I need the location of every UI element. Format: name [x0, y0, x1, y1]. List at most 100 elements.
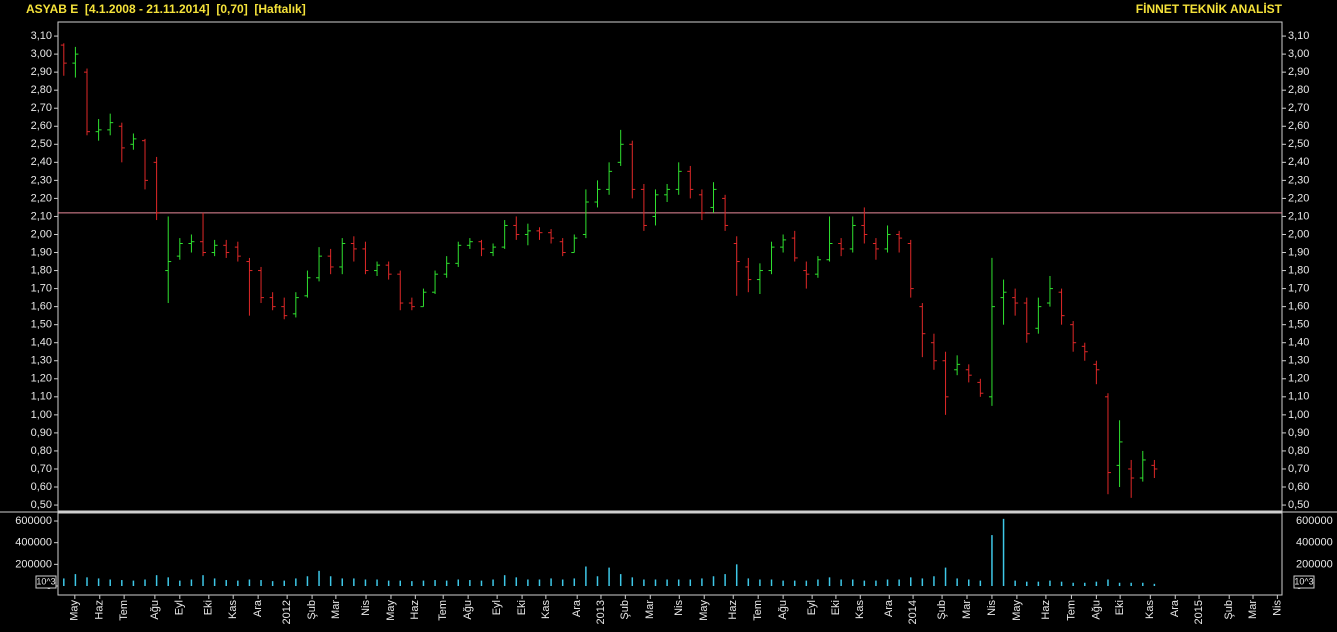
- y-tick-label-right: 0,50: [1288, 499, 1309, 511]
- x-tick-label: Tem: [1065, 600, 1077, 621]
- x-tick-label: Eki: [830, 600, 842, 615]
- x-tick-label: May: [69, 600, 81, 621]
- x-tick-label: Şub: [619, 600, 631, 620]
- unit-label-right-box: [1293, 575, 1315, 589]
- y-tick-label: 2,70: [31, 102, 52, 114]
- x-tick-label: Eki: [1114, 600, 1126, 615]
- y-tick-label: 1,00: [31, 409, 52, 421]
- x-tick-label: Ara: [252, 599, 264, 617]
- x-tick-label: 2013: [595, 600, 607, 624]
- price-frame: [57, 21, 1283, 512]
- x-tick-label: Ağu: [777, 600, 789, 620]
- header-right: FİNNET TEKNİK ANALİST: [1136, 1, 1283, 16]
- x-tick-label: Kas: [854, 600, 866, 619]
- x-tick-label: Mar: [644, 600, 656, 619]
- x-tick-label: Kas: [1144, 600, 1156, 619]
- y-tick-label: 0,70: [31, 463, 52, 475]
- x-tick-label: Eyl: [491, 600, 503, 615]
- x-tick-label: Ağu: [1090, 600, 1102, 620]
- x-tick-label: Ara: [1169, 599, 1181, 617]
- x-tick-label: Mar: [961, 600, 973, 619]
- unit-label-box: [35, 575, 57, 589]
- x-tick-label: Eyl: [806, 600, 818, 615]
- y-tick-label-right: 3,10: [1288, 30, 1309, 42]
- x-tick-label: 2015: [1193, 600, 1205, 624]
- x-tick-label: Eyl: [174, 600, 186, 615]
- y-tick-label: 1,90: [31, 246, 52, 258]
- unit-label-right: 10^3: [1294, 576, 1313, 586]
- y-tick-label: 400000: [15, 537, 52, 549]
- y-tick-label: 0,60: [31, 481, 52, 493]
- y-tick-label-right: 1,10: [1288, 391, 1309, 403]
- y-tick-label: 1,60: [31, 301, 52, 313]
- y-tick-label-right: 1,80: [1288, 264, 1309, 276]
- x-tick-label: Eki: [203, 600, 215, 615]
- y-tick-label: 2,50: [31, 138, 52, 150]
- x-tick-label: Haz: [409, 600, 421, 620]
- y-tick-label-right: 2,70: [1288, 102, 1309, 114]
- y-tick-label: 3,00: [31, 48, 52, 60]
- y-tick-label-right: 1,60: [1288, 301, 1309, 313]
- x-tick-label: Şub: [1223, 600, 1235, 620]
- y-tick-label-right: 2,40: [1288, 156, 1309, 168]
- x-tick-label: Ağu: [149, 600, 161, 620]
- unit-label: 10^3: [36, 576, 55, 586]
- y-tick-label-right: 2,80: [1288, 84, 1309, 96]
- y-tick-label-right: 2,20: [1288, 192, 1309, 204]
- y-tick-label: 600000: [15, 515, 52, 527]
- y-tick-label: 2,80: [31, 84, 52, 96]
- x-tick-label: Eki: [516, 600, 528, 615]
- x-tick-label: May: [1011, 600, 1023, 621]
- y-tick-label-right: 0,80: [1288, 445, 1309, 457]
- x-tick-label: Mar: [1247, 600, 1259, 619]
- x-tick-label: Kas: [227, 600, 239, 619]
- y-tick-label-right: 1,00: [1288, 409, 1309, 421]
- y-tick-label-right: 1,40: [1288, 337, 1309, 349]
- y-tick-label: 1,40: [31, 337, 52, 349]
- x-tick-label: 2014: [907, 600, 919, 624]
- x-tick-label: Haz: [1040, 600, 1052, 620]
- x-tick-label: May: [698, 600, 710, 621]
- y-tick-label-right: 3,00: [1288, 48, 1309, 60]
- y-tick-label-right: 0,60: [1288, 481, 1309, 493]
- x-tick-label: Ağu: [462, 600, 474, 620]
- y-tick-label-right: 2,60: [1288, 120, 1309, 132]
- y-tick-label-right: 1,90: [1288, 246, 1309, 258]
- y-tick-label: 0,90: [31, 427, 52, 439]
- y-tick-label: 1,50: [31, 319, 52, 331]
- y-tick-label: 2,30: [31, 174, 52, 186]
- x-tick-label: 2012: [281, 600, 293, 624]
- y-tick-label: 2,10: [31, 210, 52, 222]
- y-tick-label-right: 1,30: [1288, 355, 1309, 367]
- x-tick-label: Haz: [727, 600, 739, 620]
- y-tick-label-right: 0,70: [1288, 463, 1309, 475]
- x-tick-label: Şub: [936, 600, 948, 620]
- x-tick-label: Nis: [1271, 600, 1283, 616]
- y-tick-label-right: 1,70: [1288, 283, 1309, 295]
- y-tick-label-right: 200000: [1296, 558, 1333, 570]
- y-tick-label: 200000: [15, 558, 52, 570]
- y-tick-label: 2,20: [31, 192, 52, 204]
- x-tick-label: Nis: [986, 600, 998, 616]
- volume-frame: [57, 512, 1283, 596]
- y-tick-label: 0,80: [31, 445, 52, 457]
- y-tick-label: 2,90: [31, 66, 52, 78]
- y-tick-label-right: 400000: [1296, 537, 1333, 549]
- y-tick-label: 2,60: [31, 120, 52, 132]
- y-tick-label-right: 0,90: [1288, 427, 1309, 439]
- y-tick-label-right: 2,00: [1288, 228, 1309, 240]
- x-tick-label: Nis: [360, 600, 372, 616]
- y-tick-label: 1,80: [31, 264, 52, 276]
- x-tick-label: Şub: [306, 600, 318, 620]
- y-tick-label: 1,30: [31, 355, 52, 367]
- x-tick-label: Haz: [94, 600, 106, 620]
- x-tick-label: Tem: [437, 600, 449, 621]
- y-tick-label-right: 2,50: [1288, 138, 1309, 150]
- y-tick-label-right: 600000: [1296, 515, 1333, 527]
- x-tick-label: May: [385, 600, 397, 621]
- y-tick-label-right: 1,20: [1288, 373, 1309, 385]
- y-tick-label: 2,00: [31, 228, 52, 240]
- y-tick-label: 2,40: [31, 156, 52, 168]
- x-tick-label: Tem: [118, 600, 130, 621]
